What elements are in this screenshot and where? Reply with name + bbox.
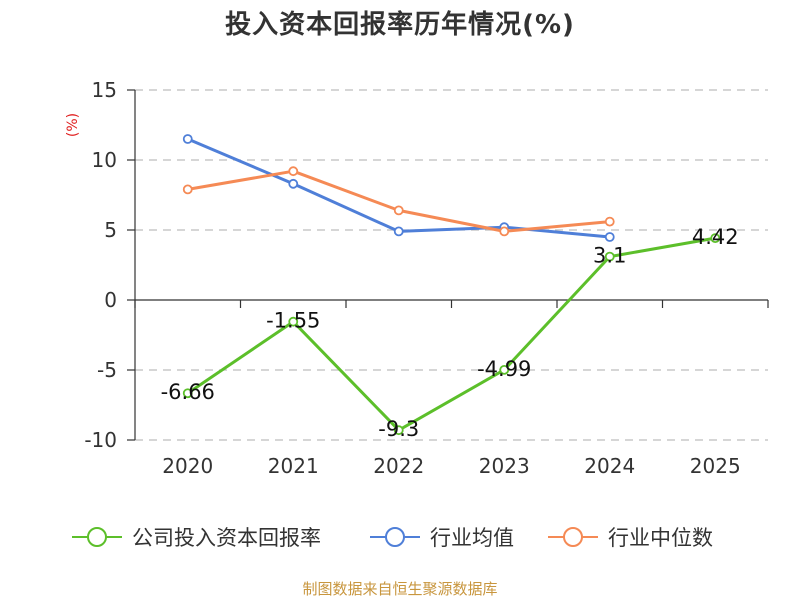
data-point (710, 233, 721, 244)
y-tick-label: 5 (104, 218, 117, 242)
series-line-0 (186, 236, 716, 432)
legend-label: 公司投入资本回报率 (132, 526, 321, 550)
data-point (604, 251, 615, 262)
y-tick-label: 10 (92, 148, 117, 172)
data-point (288, 166, 299, 177)
x-tick-label: 2020 (162, 454, 213, 478)
data-label: -9.3 (378, 417, 419, 441)
x-tick-label: 2022 (373, 454, 424, 478)
data-point (393, 226, 404, 237)
y-tick-label: -10 (84, 428, 117, 452)
chart-title: 投入资本回报率历年情况(%) (225, 10, 575, 40)
x-tick-label: 2024 (584, 454, 635, 478)
legend-swatch-marker (87, 527, 107, 547)
y-tick-label: 15 (92, 78, 117, 102)
data-point (499, 364, 510, 375)
data-point (604, 216, 615, 227)
series-line-2 (187, 169, 610, 233)
data-label: 3.1 (593, 244, 626, 268)
data-point (604, 232, 615, 242)
data-point (288, 316, 299, 327)
data-label: 4.42 (692, 225, 739, 249)
data-point (182, 134, 193, 144)
data-point (288, 178, 299, 189)
data-label: -6.66 (161, 380, 215, 404)
y-axis-unit-label: (%) (65, 113, 81, 137)
legend-swatch-marker (385, 527, 405, 547)
data-label: -1.55 (266, 309, 320, 333)
data-point (393, 205, 404, 216)
series-line-1 (187, 137, 610, 239)
y-tick-label: 0 (104, 288, 117, 312)
x-tick-label: 2023 (479, 454, 530, 478)
data-point (182, 388, 193, 399)
data-point (499, 226, 510, 237)
data-point (182, 184, 193, 195)
source-note: 制图数据来自恒生聚源数据库 (302, 580, 498, 598)
x-tick-label: 2025 (690, 454, 741, 478)
y-tick-label: -5 (97, 358, 117, 382)
data-point (393, 425, 404, 436)
legend-label: 行业均值 (430, 526, 514, 550)
x-tick-label: 2021 (268, 454, 319, 478)
data-label: -4.99 (477, 357, 531, 381)
legend-swatch-marker (563, 527, 583, 547)
legend-label: 行业中位数 (608, 526, 713, 550)
